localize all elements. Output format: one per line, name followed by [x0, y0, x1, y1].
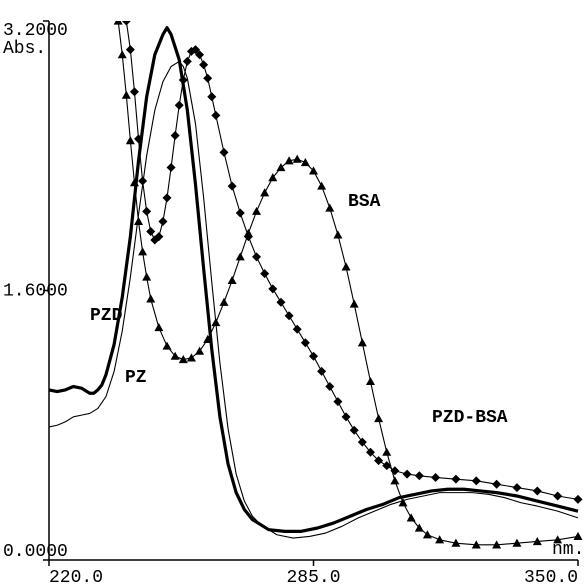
x-axis-label: nm.	[552, 540, 584, 560]
x-tick-label: 220.0	[49, 568, 103, 588]
y-axis-label: Abs.	[3, 39, 46, 59]
series-label: BSA	[348, 192, 381, 212]
series-label: PZD	[90, 306, 123, 326]
x-tick-label: 350.0	[524, 568, 578, 588]
y-tick-label: 0.0000	[3, 542, 68, 562]
series-label: PZ	[125, 368, 147, 388]
series-label: PZD-BSA	[432, 408, 508, 428]
absorbance-spectrum-chart: 0.0000 1.6000 3.2000 220.0 285.0 350.0 Abs. PZD…	[0, 0, 586, 588]
y-tick-label: 1.6000	[3, 282, 68, 302]
chart-background	[0, 0, 586, 588]
x-tick-label: 285.0	[286, 568, 340, 588]
y-tick-label: 3.2000	[3, 21, 68, 41]
